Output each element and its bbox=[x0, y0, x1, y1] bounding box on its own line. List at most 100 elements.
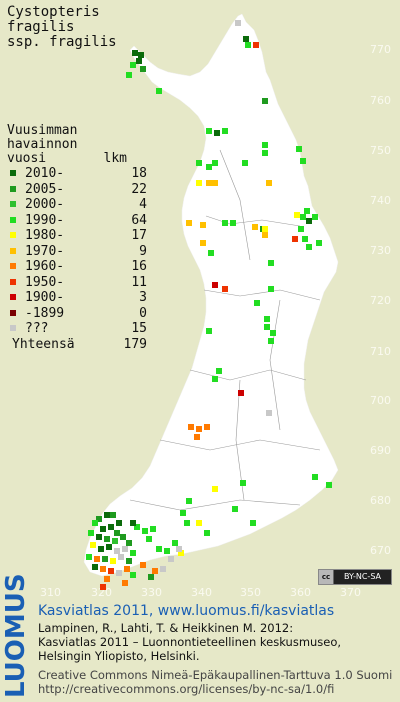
occurrence-square bbox=[176, 546, 182, 552]
legend-item-count: 0 bbox=[139, 305, 147, 321]
occurrence-square bbox=[124, 566, 130, 572]
y-tick: 670 bbox=[370, 544, 391, 557]
legend-item: 1900- 3 bbox=[7, 290, 147, 306]
x-tick: 370 bbox=[340, 586, 361, 599]
occurrence-square bbox=[214, 130, 220, 136]
legend-item-label: 1960- bbox=[25, 259, 65, 274]
title-line: ssp. fragilis bbox=[7, 34, 117, 50]
occurrence-square bbox=[100, 584, 106, 590]
occurrence-square bbox=[120, 534, 126, 540]
occurrence-square bbox=[298, 226, 304, 232]
legend-col-year: vuosi bbox=[7, 151, 47, 166]
cc-license-badge[interactable]: cc BY-NC-SA bbox=[318, 569, 392, 585]
occurrence-square bbox=[92, 520, 98, 526]
y-tick: 740 bbox=[370, 194, 391, 207]
occurrence-square bbox=[238, 390, 244, 396]
occurrence-square bbox=[253, 42, 259, 48]
occurrence-points bbox=[86, 20, 332, 590]
legend-item-count: 18 bbox=[131, 166, 147, 181]
occurrence-square bbox=[152, 568, 158, 574]
occurrence-square bbox=[316, 240, 322, 246]
legend-item-count: 3 bbox=[139, 290, 147, 305]
citation-line: Kasviatlas 2011 – Luonnontieteellinen ke… bbox=[38, 635, 342, 649]
occurrence-square bbox=[100, 526, 106, 532]
occurrence-square bbox=[262, 232, 268, 238]
title-line: fragilis bbox=[7, 19, 75, 35]
occurrence-square bbox=[245, 42, 251, 48]
legend-swatch bbox=[10, 201, 16, 207]
legend-item: 2010- 18 bbox=[7, 166, 147, 182]
occurrence-square bbox=[118, 554, 124, 560]
occurrence-square bbox=[304, 208, 310, 214]
occurrence-square bbox=[108, 524, 114, 530]
cc-badge-text: BY-NC-SA bbox=[334, 570, 391, 584]
occurrence-square bbox=[138, 52, 144, 58]
occurrence-square bbox=[208, 250, 214, 256]
occurrence-square bbox=[196, 520, 202, 526]
region-boundaries bbox=[129, 149, 321, 511]
license-line: Creative Commons Nimeä-Epäkaupallinen-Ta… bbox=[38, 668, 393, 682]
legend-item-count: 16 bbox=[131, 259, 147, 274]
occurrence-square bbox=[262, 150, 268, 156]
occurrence-square bbox=[252, 224, 258, 230]
credits: Kasviatlas 2011, www.luomus.fi/kasviatla… bbox=[38, 603, 398, 696]
occurrence-square bbox=[114, 548, 120, 554]
occurrence-square bbox=[222, 220, 228, 226]
site-link[interactable]: Kasviatlas 2011, www.luomus.fi/kasviatla… bbox=[38, 603, 335, 619]
occurrence-square bbox=[108, 568, 114, 574]
occurrence-square bbox=[110, 558, 116, 564]
legend-swatch bbox=[10, 294, 16, 300]
occurrence-square bbox=[104, 536, 110, 542]
occurrence-square bbox=[146, 536, 152, 542]
legend-item-label: 1970- bbox=[25, 243, 65, 259]
license-line[interactable]: http://creativecommons.org/licenses/by-n… bbox=[38, 682, 335, 696]
species-title: Cystopteris fragilis ssp. fragilis bbox=[7, 5, 117, 50]
occurrence-square bbox=[96, 516, 102, 522]
legend-item-count: 9 bbox=[139, 243, 147, 259]
occurrence-square bbox=[136, 58, 142, 64]
x-tick: 320 bbox=[91, 586, 112, 599]
legend-swatch bbox=[10, 278, 16, 285]
occurrence-square bbox=[206, 128, 212, 134]
y-tick: 710 bbox=[370, 345, 391, 358]
occurrence-square bbox=[148, 574, 154, 580]
legend-heading: Vuusimman bbox=[7, 123, 78, 138]
occurrence-square bbox=[92, 564, 98, 570]
occurrence-square bbox=[104, 512, 110, 518]
occurrence-square bbox=[230, 220, 236, 226]
legend-total-label: Yhteensä bbox=[12, 336, 75, 352]
legend-item-label: 1990- bbox=[25, 212, 65, 228]
legend-item-label: 2005- bbox=[25, 181, 65, 197]
y-tick: 770 bbox=[370, 43, 391, 56]
x-tick: 360 bbox=[290, 586, 311, 599]
occurrence-square bbox=[212, 180, 218, 186]
occurrence-square bbox=[100, 566, 106, 572]
cc-icon: cc bbox=[319, 570, 334, 584]
occurrence-square bbox=[206, 328, 212, 334]
y-tick: 760 bbox=[370, 94, 391, 107]
occurrence-square bbox=[110, 512, 116, 518]
occurrence-square bbox=[114, 530, 120, 536]
legend-item: 2005- 22 bbox=[7, 182, 147, 198]
legend-item-count: 4 bbox=[139, 197, 147, 212]
occurrence-square bbox=[206, 180, 212, 186]
occurrence-square bbox=[94, 556, 100, 562]
luomus-logo-text: LUOMUS bbox=[1, 573, 31, 698]
legend-item: 2000- 4 bbox=[7, 197, 147, 213]
occurrence-square bbox=[86, 554, 92, 560]
occurrence-square bbox=[296, 146, 302, 152]
occurrence-square bbox=[96, 534, 102, 540]
luomus-logo: LUOMUS bbox=[0, 573, 36, 700]
x-tick: 310 bbox=[40, 586, 61, 599]
occurrence-square bbox=[116, 570, 122, 576]
occurrence-square bbox=[204, 530, 210, 536]
legend-item: 1980- 17 bbox=[7, 228, 147, 244]
occurrence-square bbox=[235, 20, 241, 26]
occurrence-square bbox=[156, 88, 162, 94]
occurrence-square bbox=[232, 506, 238, 512]
occurrence-square bbox=[150, 526, 156, 532]
occurrence-square bbox=[200, 240, 206, 246]
occurrence-square bbox=[186, 498, 192, 504]
occurrence-square bbox=[326, 482, 332, 488]
occurrence-square bbox=[262, 98, 268, 104]
